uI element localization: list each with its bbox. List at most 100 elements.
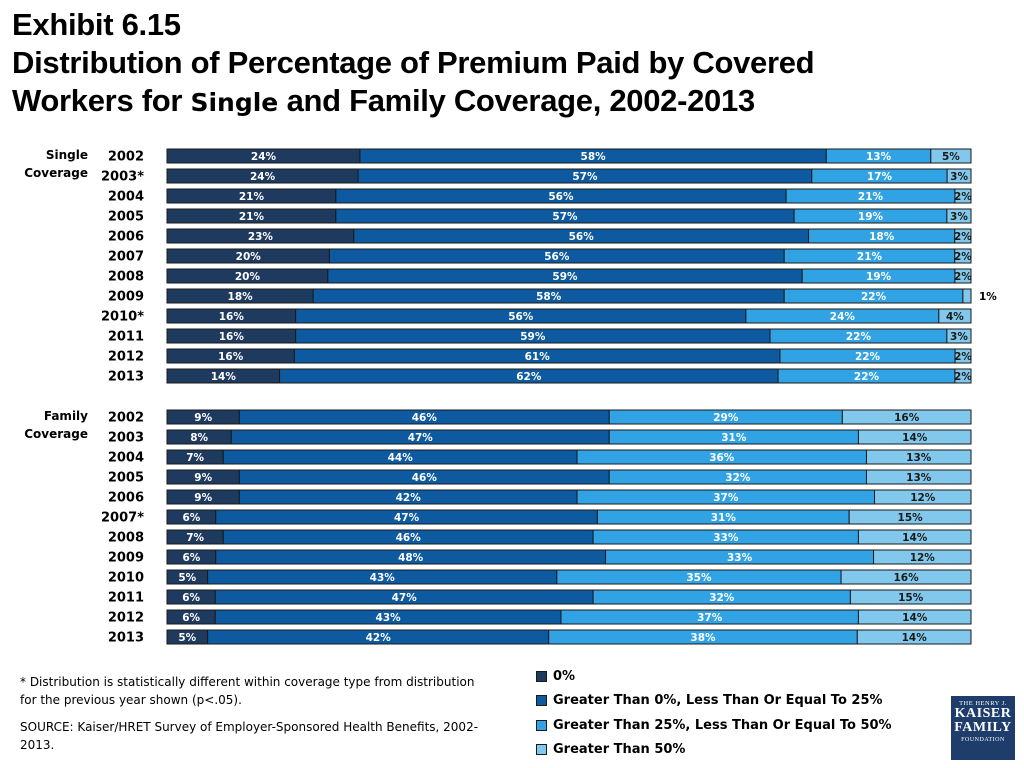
logo-line-4: FOUNDATION <box>961 737 1005 743</box>
year-label: 2008 <box>108 531 144 546</box>
bar-segment <box>930 148 972 164</box>
year-label: 2013 <box>108 370 144 385</box>
data-label: 15% <box>898 512 924 524</box>
year-label: 2008 <box>108 270 144 285</box>
data-label: 5% <box>178 572 196 584</box>
year-label: 2003* <box>101 170 144 185</box>
year-label: 2004 <box>108 451 144 466</box>
data-label: 18% <box>869 231 895 243</box>
data-label: 16% <box>894 412 920 424</box>
data-label: 20% <box>235 271 261 283</box>
data-label: 59% <box>520 331 546 343</box>
data-label: 14% <box>902 532 928 544</box>
year-label: 2005 <box>108 471 144 486</box>
data-label: 19% <box>858 211 884 223</box>
legend-label: 0% <box>553 668 576 684</box>
data-label: 3% <box>950 211 968 223</box>
data-label: 14% <box>902 432 928 444</box>
data-label: 9% <box>194 412 212 424</box>
bar-segment <box>962 288 972 304</box>
data-label: 2% <box>954 231 972 243</box>
data-label: 16% <box>893 572 919 584</box>
data-label: 21% <box>239 191 265 203</box>
data-label: 31% <box>711 512 737 524</box>
bar-segment <box>857 609 972 625</box>
data-label: 18% <box>228 291 254 303</box>
data-label: 42% <box>366 632 392 644</box>
data-label: 2% <box>954 371 972 383</box>
year-label: 2007* <box>101 511 144 526</box>
data-label: 33% <box>727 552 753 564</box>
year-label: 2009 <box>108 551 144 566</box>
logo-line-1: THE HENRY J. <box>959 700 1007 707</box>
data-label: 6% <box>182 512 200 524</box>
data-label: 13% <box>906 452 932 464</box>
bar-segment <box>857 529 972 545</box>
data-label: 5% <box>942 151 960 163</box>
data-label: 21% <box>858 191 884 203</box>
legend-item: Greater Than 0%, Less Than Or Equal To 2… <box>536 689 892 714</box>
legend-item: 0% <box>536 664 892 689</box>
bar-segment <box>954 368 972 384</box>
legend-swatch <box>536 695 547 707</box>
data-label: 57% <box>552 211 578 223</box>
data-label: 6% <box>182 612 200 624</box>
bar-segment <box>857 429 972 445</box>
data-label: 32% <box>725 472 751 484</box>
data-label: 46% <box>412 472 438 484</box>
data-label: 56% <box>548 191 574 203</box>
data-label: 24% <box>251 151 277 163</box>
legend-swatch <box>536 719 547 731</box>
data-label: 8% <box>190 432 208 444</box>
data-label: 56% <box>544 251 570 263</box>
year-label: 2011 <box>108 330 144 345</box>
data-label: 23% <box>248 231 274 243</box>
source-text: SOURCE: Kaiser/HRET Survey of Employer-S… <box>20 720 479 752</box>
bar-segment <box>946 328 972 344</box>
kaiser-family-foundation-logo: THE HENRY J. KAISER FAMILY FOUNDATION <box>951 696 1015 760</box>
year-label: 2010* <box>101 310 144 325</box>
exhibit-title: Exhibit 6.15 Distribution of Percentage … <box>12 6 815 122</box>
data-label: 24% <box>250 171 276 183</box>
year-label: 2002 <box>108 411 144 426</box>
data-label: 20% <box>236 251 262 263</box>
year-label: 2012 <box>108 611 144 626</box>
data-label: 48% <box>398 552 424 564</box>
title-line-3: Workers for Single and Family Coverage, … <box>12 82 814 122</box>
bar-segment <box>865 469 972 485</box>
title-line-2: Distribution of Percentage of Premium Pa… <box>12 45 815 80</box>
data-label: 14% <box>902 632 928 644</box>
bar-segment <box>954 188 972 204</box>
data-label: 7% <box>186 452 204 464</box>
bar-segment <box>954 268 972 284</box>
data-label: 5% <box>178 632 196 644</box>
data-label: 29% <box>713 412 739 424</box>
data-label: 9% <box>194 492 212 504</box>
data-label: 46% <box>412 412 438 424</box>
legend-swatch <box>536 670 547 682</box>
legend-label: Greater Than 25%, Less Than Or Equal To … <box>553 717 892 733</box>
data-label: 2% <box>954 271 972 283</box>
data-label: 6% <box>182 592 200 604</box>
data-label: 16% <box>219 331 245 343</box>
title-line-3-end: and Family Coverage, 2002-2013 <box>286 83 756 118</box>
legend-label: Greater Than 0%, Less Than Or Equal To 2… <box>553 693 883 709</box>
data-label: 44% <box>388 452 414 464</box>
data-label: 3% <box>950 331 968 343</box>
bar-segment <box>954 248 972 264</box>
data-label: 1% <box>979 291 997 303</box>
data-label: 57% <box>572 171 598 183</box>
group-label-family: Family Coverage <box>24 409 88 441</box>
bar-segment <box>841 409 972 425</box>
legend-item: Greater Than 50% <box>536 738 892 763</box>
data-label: 31% <box>721 432 747 444</box>
data-label: 16% <box>219 311 245 323</box>
footnote-text: * Distribution is statistically differen… <box>20 675 475 707</box>
data-label: 43% <box>376 612 402 624</box>
data-label: 22% <box>854 371 880 383</box>
data-label: 47% <box>392 592 418 604</box>
bar-segment <box>938 308 972 324</box>
data-label: 38% <box>690 632 716 644</box>
data-label: 13% <box>866 151 892 163</box>
legend-label: Greater Than 50% <box>553 742 686 758</box>
